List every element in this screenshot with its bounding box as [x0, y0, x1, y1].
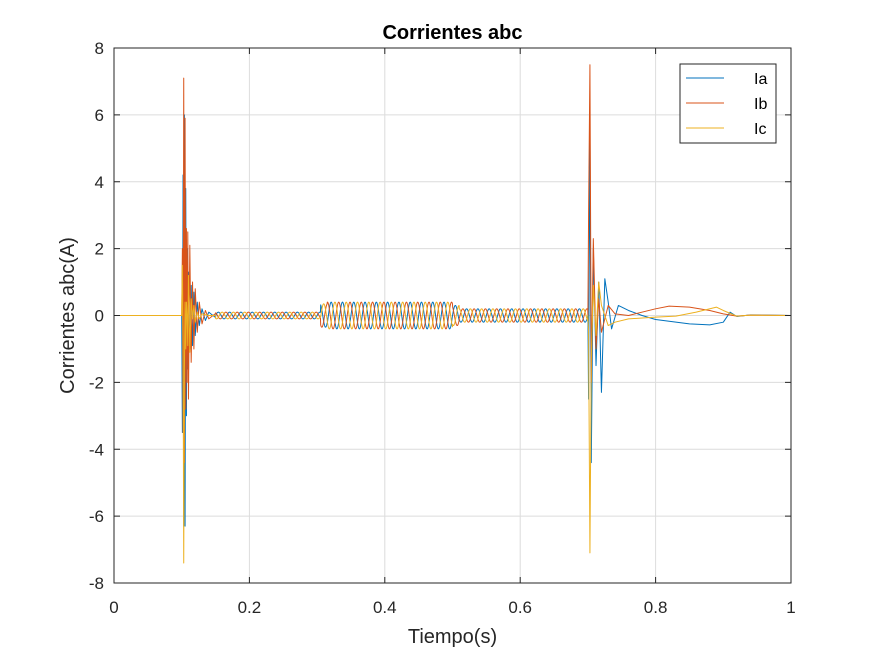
y-axis-label: Corrientes abc(A): [57, 237, 79, 394]
series-line-ib: [114, 64, 791, 464]
legend-label-ia: Ia: [754, 71, 767, 88]
x-tick-label: 1: [786, 598, 795, 617]
y-tick-label: 4: [95, 173, 104, 192]
y-tick-label: -8: [89, 574, 104, 593]
axis-ticks: 0 0.2 0.4 0.6 0.8 1 -8 -6 -4 -2 0 2 4 6 8: [89, 39, 796, 617]
y-tick-label: -4: [89, 440, 104, 459]
legend-label-ic: Ic: [754, 121, 766, 138]
x-tick-label: 0: [109, 598, 118, 617]
plot-lines: [114, 64, 791, 564]
x-tick-label: 0.2: [238, 598, 262, 617]
y-tick-label: -2: [89, 373, 104, 392]
x-axis-label: Tiempo(s): [408, 626, 497, 648]
legend-label-ib: Ib: [754, 96, 767, 113]
x-tick-label: 0.6: [508, 598, 532, 617]
y-tick-label: 8: [95, 39, 104, 58]
x-tick-label: 0.8: [644, 598, 668, 617]
legend: Ia Ib Ic: [679, 63, 777, 144]
chart-title: Corrientes abc: [382, 22, 522, 44]
x-tick-label: 0.4: [373, 598, 397, 617]
y-tick-label: -6: [89, 507, 104, 526]
y-tick-label: 6: [95, 106, 104, 125]
y-tick-label: 2: [95, 240, 104, 259]
series-line-ic: [114, 264, 791, 564]
y-tick-label: 0: [95, 307, 104, 326]
